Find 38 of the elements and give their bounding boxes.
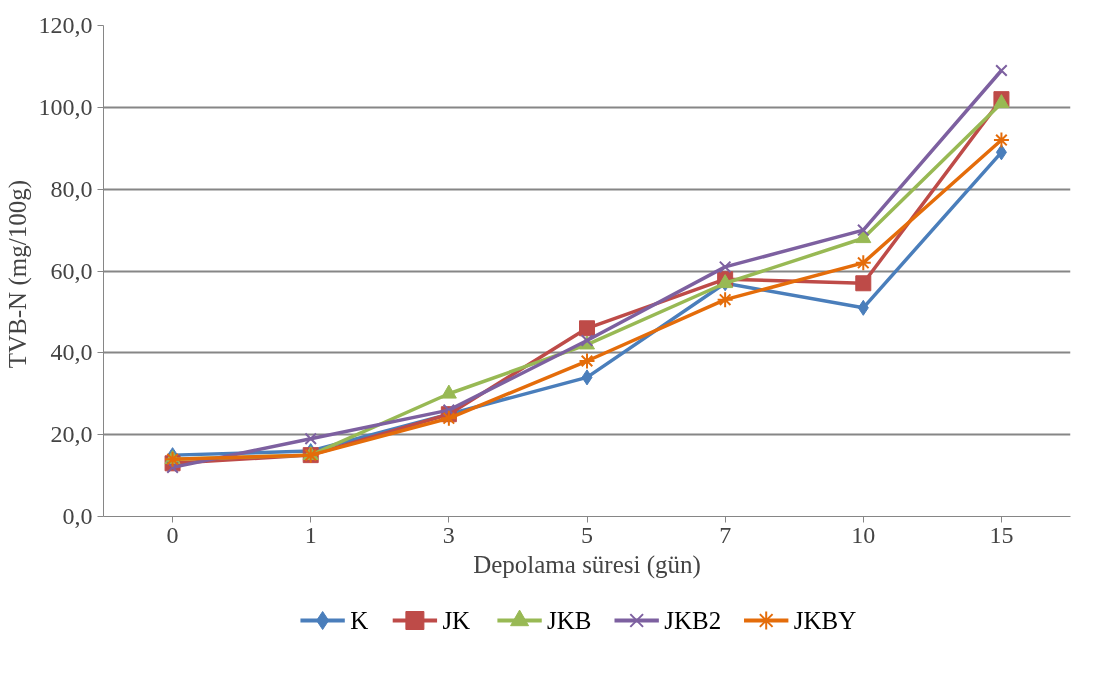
- legend-label: JKB: [547, 607, 592, 634]
- point: [581, 369, 593, 386]
- point: [992, 131, 1010, 149]
- y-tick-label: 100,0: [38, 93, 93, 120]
- y-tick-label: 0,0: [62, 503, 93, 529]
- point: [854, 254, 872, 272]
- x-tick-label: 7: [719, 521, 732, 548]
- x-tick-label: 5: [581, 521, 593, 548]
- legend-label: JKBY: [793, 607, 857, 634]
- y-axis-title: TVB-N (mg/100g): [3, 180, 32, 369]
- y-tick-label: 20,0: [50, 421, 93, 448]
- point: [856, 223, 870, 237]
- y-tick-label: 80,0: [50, 175, 93, 202]
- point: [995, 64, 1008, 77]
- point: [579, 320, 595, 337]
- point: [857, 299, 869, 316]
- y-tick-label: 120,0: [38, 12, 93, 38]
- point: [166, 461, 179, 474]
- point: [855, 229, 872, 244]
- point: [304, 432, 318, 446]
- x-tick-label: 0: [166, 521, 179, 548]
- x-tick-label: 10: [851, 521, 876, 548]
- point: [716, 291, 734, 309]
- legend-label: JK: [442, 607, 471, 634]
- point: [442, 403, 456, 417]
- legend-label: K: [350, 607, 369, 634]
- legend-label: JKB2: [664, 607, 722, 634]
- x-tick-label: 15: [989, 521, 1014, 548]
- y-tick-label: 40,0: [50, 339, 93, 366]
- point: [718, 260, 732, 274]
- x-tick-label: 1: [304, 521, 317, 548]
- point: [855, 275, 872, 292]
- point: [440, 409, 458, 427]
- x-tick-label: 3: [442, 521, 455, 548]
- point: [995, 144, 1007, 161]
- point: [578, 352, 596, 370]
- y-tick-label: 60,0: [50, 257, 93, 284]
- x-axis-title: Depolama süresi (gün): [473, 550, 701, 579]
